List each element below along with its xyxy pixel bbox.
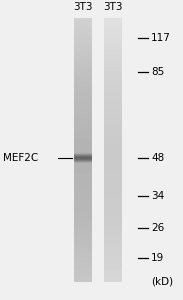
Text: 48: 48 (151, 153, 164, 163)
Text: (kD): (kD) (151, 277, 173, 287)
Text: 34: 34 (151, 191, 164, 201)
Text: 26: 26 (151, 223, 164, 233)
Text: 3T3: 3T3 (73, 2, 93, 12)
Text: 3T3: 3T3 (103, 2, 123, 12)
Text: 19: 19 (151, 253, 164, 263)
Text: 117: 117 (151, 33, 171, 43)
Text: MEF2C: MEF2C (3, 153, 38, 163)
Text: 85: 85 (151, 67, 164, 77)
